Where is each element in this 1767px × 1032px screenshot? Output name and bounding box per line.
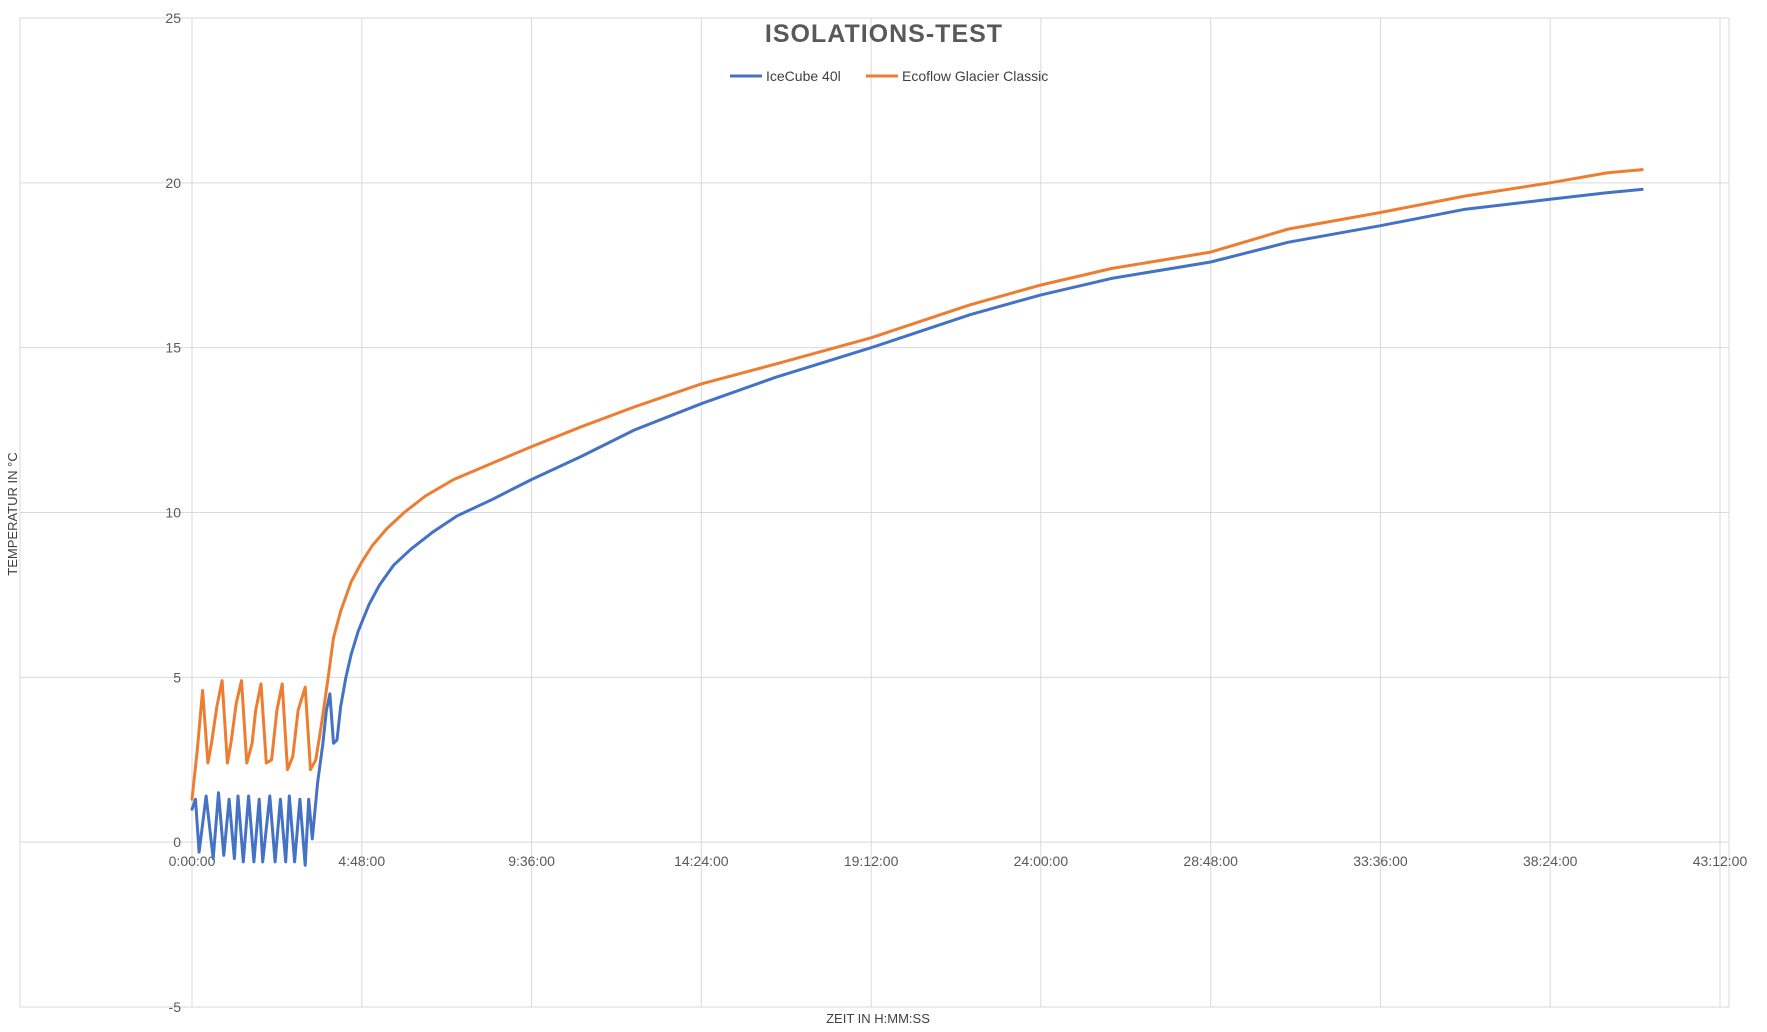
y-tick-label: 15 bbox=[165, 340, 181, 356]
series-line-ecoflow bbox=[190, 168, 1644, 801]
x-axis-title: ZEIT IN H:MM:SS bbox=[826, 1011, 930, 1026]
x-tick-label: 38:24:00 bbox=[1523, 853, 1578, 869]
x-tick-label: 19:12:00 bbox=[844, 853, 899, 869]
x-tick-label: 4:48:00 bbox=[338, 853, 385, 869]
y-tick-label: 0 bbox=[173, 834, 181, 850]
y-tick-label: 5 bbox=[173, 669, 181, 685]
y-tick-label: 10 bbox=[165, 505, 181, 521]
legend-label-ecoflow: Ecoflow Glacier Classic bbox=[902, 68, 1048, 84]
series-line-icecube bbox=[190, 187, 1644, 867]
legend-label-icecube: IceCube 40l bbox=[766, 68, 841, 84]
y-axis-title: TEMPERATUR IN °C bbox=[5, 452, 20, 575]
y-tick-label: 25 bbox=[165, 10, 181, 26]
x-tick-label: 43:12:00 bbox=[1693, 853, 1748, 869]
y-tick-label: -5 bbox=[169, 999, 182, 1015]
legend: IceCube 40l Ecoflow Glacier Classic bbox=[730, 68, 1048, 84]
tick-labels: -5 0 5 10 15 20 25 0:00:00 4:48:00 9:36:00 14:24:0… bbox=[165, 10, 1747, 1015]
chart-title: ISOLATIONS-TEST bbox=[765, 20, 1003, 48]
x-tick-label: 9:36:00 bbox=[508, 853, 555, 869]
plot-area-frame bbox=[19, 17, 1730, 1008]
y-tick-label: 20 bbox=[165, 175, 181, 191]
series-lines bbox=[190, 168, 1644, 867]
x-tick-label: 24:00:00 bbox=[1014, 853, 1069, 869]
x-tick-label: 0:00:00 bbox=[169, 853, 216, 869]
x-tick-label: 14:24:00 bbox=[674, 853, 729, 869]
x-tick-label: 28:48:00 bbox=[1183, 853, 1238, 869]
x-tick-label: 33:36:00 bbox=[1353, 853, 1408, 869]
